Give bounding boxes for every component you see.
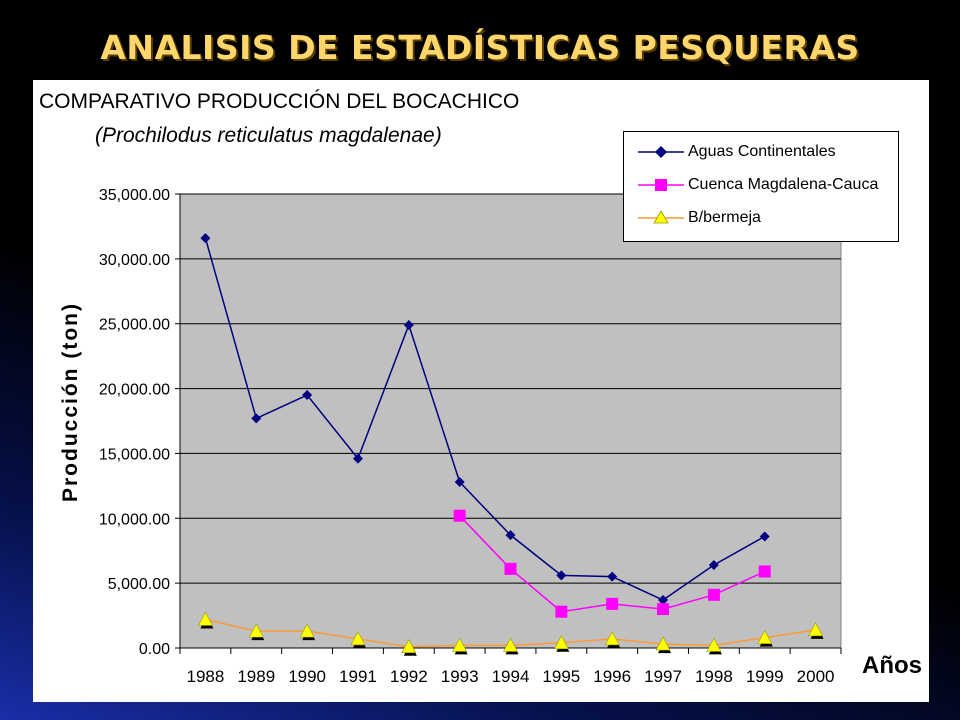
legend-label-cuenca: Cuenca Magdalena-Cauca [688,176,879,193]
data-point-diamond [302,390,313,401]
data-point-triangle [401,639,417,654]
data-point-triangle [452,637,468,652]
data-point-diamond [658,595,669,606]
data-point-triangle [248,623,264,638]
x-axis-label: Años [862,652,922,679]
chart-title: COMPARATIVO PRODUCCIÓN DEL BOCACHICO [39,90,520,113]
y-tick-label: 15,000.00 [99,446,170,463]
x-tick-label: 1992 [390,667,428,686]
y-axis-label: Producción (ton) [59,302,82,502]
data-point-square [606,597,619,610]
data-point-diamond [352,453,363,464]
data-point-square [504,562,517,575]
series-line-0 [204,237,766,601]
data-point-diamond [200,233,211,244]
plot-area [179,193,842,649]
chart-svg: 0.00 5,000.00 10,000.00 15,000.00 20,000.00 2… [99,187,842,686]
data-point-diamond [556,570,567,581]
legend-item-bermeja: B/bermeja [638,208,761,228]
data-point-diamond [251,413,262,424]
legend-item-aguas: Aguas Continentales [638,142,836,162]
x-tick-label: 1995 [542,667,580,686]
slide-title: ANALISIS DE ESTADÍSTICAS PESQUERAS [100,28,860,67]
data-point-diamond [759,531,770,542]
chart-subtitle: (Prochilodus reticulatus magdalenae) [95,124,442,147]
data-point-triangle [299,623,315,638]
y-tick-label: 20,000.00 [99,382,170,399]
data-point-triangle [808,622,824,637]
chart-legend: Aguas Continentales Cuenca Magdalena-Cau… [623,131,899,242]
data-point-triangle [757,629,773,644]
y-tick-label: 10,000.00 [99,511,170,528]
y-tick-label: 30,000.00 [99,252,170,269]
y-tick-label: 5,000.00 [108,576,170,593]
data-point-diamond [607,571,618,582]
x-tick-label: 1994 [492,667,530,686]
x-tick-label: 1988 [187,667,225,686]
data-point-diamond [505,530,516,541]
legend-marker-bermeja [638,210,684,224]
x-tick-label: 1998 [695,667,733,686]
x-tick-label: 1991 [339,667,377,686]
y-tick-label: 0.00 [139,641,170,658]
legend-item-cuenca: Cuenca Magdalena-Cauca [638,175,878,195]
data-point-triangle [197,611,213,626]
data-point-square [555,605,568,618]
data-point-triangle [502,637,519,652]
x-tick-label: 1990 [288,667,326,686]
data-point-diamond [708,559,719,570]
data-point-triangle [706,637,722,652]
data-point-square [453,509,466,522]
data-point-triangle [604,631,620,646]
x-tick-label: 1997 [644,667,682,686]
data-point-square [758,565,771,578]
legend-marker-cuenca [638,179,684,191]
data-point-square [657,603,670,616]
y-tick-label: 25,000.00 [99,317,170,334]
data-point-triangle [553,635,569,650]
data-point-diamond [454,476,465,487]
y-tick-label: 35,000.00 [99,187,170,204]
legend-label-bermeja: B/bermeja [688,209,761,226]
legend-label-aguas: Aguas Continentales [688,143,836,160]
chart-panel: 0.00 5,000.00 10,000.00 15,000.00 20,000.00 2… [33,80,929,702]
x-tick-label: 1999 [746,667,784,686]
data-point-square [707,588,720,601]
x-tick-label: 1996 [593,667,631,686]
x-tick-label: 1993 [441,667,479,686]
x-tick-label: 1989 [237,667,275,686]
data-point-diamond [403,320,414,331]
data-point-triangle [655,636,671,651]
legend-marker-aguas [638,146,684,158]
x-tick-label: 2000 [797,667,835,686]
data-point-triangle [350,631,366,646]
